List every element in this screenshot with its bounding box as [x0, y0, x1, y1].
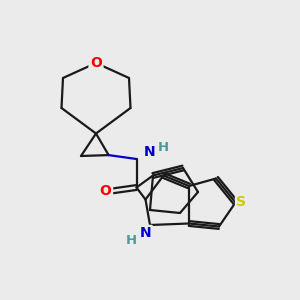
Text: S: S: [236, 196, 247, 209]
Text: N: N: [140, 226, 151, 240]
Text: H: H: [126, 233, 137, 247]
Text: O: O: [90, 56, 102, 70]
Text: N: N: [143, 146, 155, 159]
Text: O: O: [100, 184, 112, 198]
Text: H: H: [157, 141, 169, 154]
